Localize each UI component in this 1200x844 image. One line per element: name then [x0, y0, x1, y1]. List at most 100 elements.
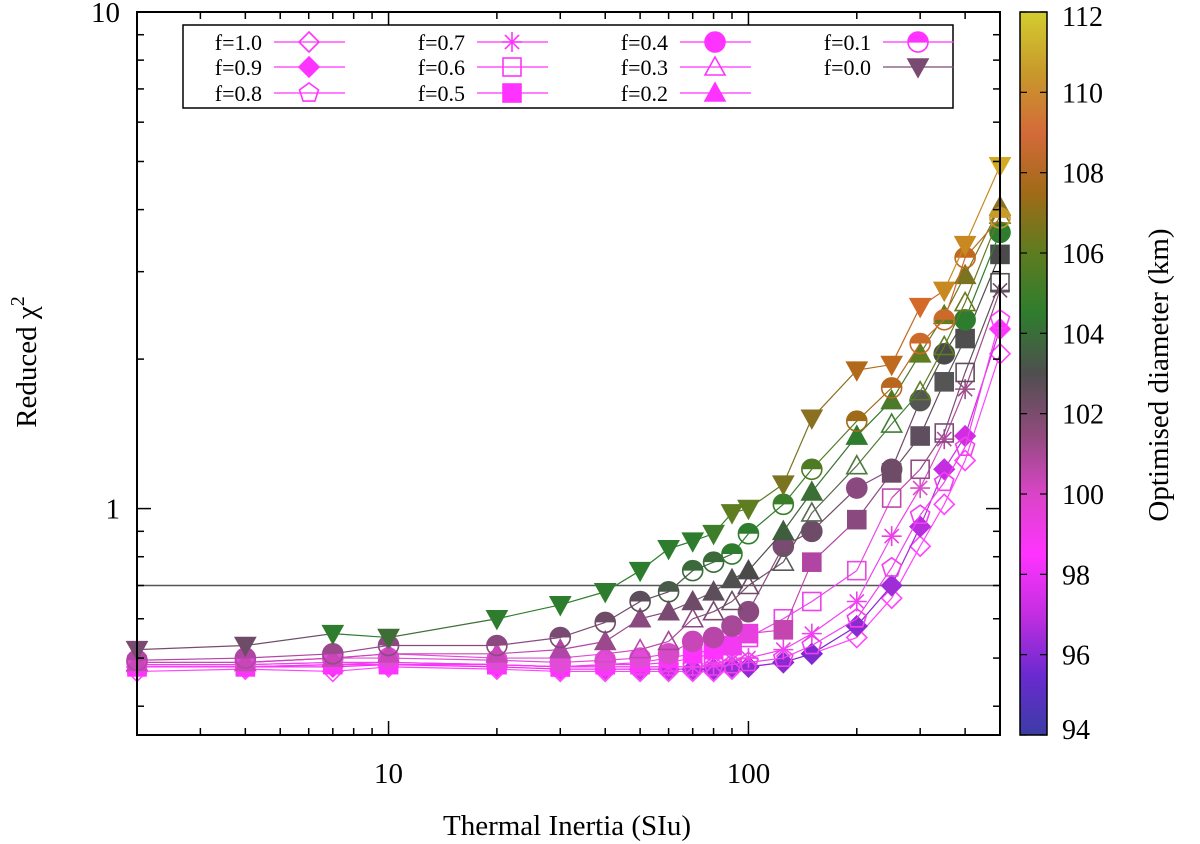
data-point [681, 532, 705, 553]
series-f-0-9 [125, 317, 1012, 681]
y-tick-label: 10 [91, 0, 120, 29]
half-fill [658, 581, 679, 592]
data-point [773, 620, 794, 640]
star-stroke [775, 641, 791, 658]
data-point [845, 626, 868, 649]
data-point [910, 426, 930, 446]
x-tick-label: 100 [727, 758, 771, 790]
series-line-segment [748, 561, 784, 587]
legend-label: f=0.7 [418, 30, 465, 55]
series-line-segment [747, 545, 784, 612]
data-point [846, 509, 867, 530]
data-point [486, 634, 508, 657]
legend-entry: f=0.6 [418, 55, 548, 80]
series-line-segment [245, 633, 333, 647]
colorbar-tick-label: 102 [1062, 400, 1104, 431]
half-outline [629, 590, 651, 613]
data-point [934, 423, 955, 443]
legend-marker [502, 57, 522, 77]
legend-entry: f=0.0 [824, 55, 954, 80]
data-point [933, 471, 955, 492]
half-outline [933, 308, 956, 331]
data-point [953, 235, 977, 257]
data-point [845, 424, 869, 445]
data-point [628, 607, 652, 628]
legend-label: f=0.6 [418, 55, 465, 80]
half-fill [550, 627, 571, 638]
x-axis-label: Thermal Inertia (SIu) [443, 810, 691, 842]
series-line-segment [891, 468, 921, 499]
series-line-segment [136, 644, 246, 651]
data-point [880, 587, 903, 610]
legend-label: f=0.0 [824, 55, 871, 80]
series-line-segment [891, 487, 921, 537]
data-point [953, 290, 977, 312]
half-outline [907, 31, 929, 53]
series-line-segment [856, 423, 893, 467]
series-line-segment [783, 644, 813, 659]
series-line-segment [692, 611, 714, 620]
colorbar-tick-label: 94 [1062, 715, 1090, 746]
legend-entry: f=0.9 [215, 55, 345, 80]
legend-marker [906, 58, 930, 79]
series-line-segment [782, 418, 813, 485]
data-point [657, 643, 680, 665]
series-line-segment [964, 206, 1001, 276]
legend-entry: f=0.8 [215, 81, 345, 106]
legend-entry: f=0.3 [621, 55, 751, 80]
data-point [908, 379, 932, 401]
data-point [548, 596, 572, 617]
data-point [845, 454, 869, 475]
half-fill [682, 560, 703, 571]
data-point [657, 539, 680, 561]
legend-marker [502, 83, 522, 103]
data-point [721, 615, 743, 637]
data-point [909, 535, 932, 558]
data-point [845, 361, 869, 382]
data-point [629, 590, 651, 613]
series-f-0-0 [125, 157, 1012, 662]
data-point [801, 458, 823, 481]
data-point [593, 629, 617, 651]
data-point [720, 567, 744, 589]
legend-marker [703, 81, 727, 102]
series-line-segment [811, 420, 858, 470]
data-point [628, 637, 652, 659]
half-fill [721, 544, 742, 555]
svg-text:Reduced χ2: Reduced χ2 [7, 296, 43, 428]
data-point [773, 639, 794, 660]
half-outline [486, 634, 508, 657]
data-point [880, 377, 903, 399]
data-point [722, 635, 742, 656]
half-fill [595, 612, 616, 623]
series-f-0-7 [127, 280, 1010, 677]
data-point [702, 626, 725, 649]
legend-entry: f=1.0 [215, 30, 345, 55]
data-point [846, 607, 868, 628]
half-outline [801, 458, 823, 481]
legend-marker [297, 55, 321, 79]
legend-label: f=0.9 [215, 55, 262, 80]
half-fill [801, 459, 822, 470]
plot-frame [136, 11, 1001, 736]
series-line-segment [388, 657, 497, 661]
series-line-segment [919, 481, 945, 516]
star-stroke [724, 652, 740, 668]
series-line-segment [245, 661, 333, 666]
colorbar: 94 96 98 100 102 104 106 108 110 112 [1019, 2, 1104, 746]
data-point [880, 388, 904, 410]
series-line-segment [245, 657, 333, 664]
data-point [802, 552, 822, 572]
star-stroke [957, 381, 973, 397]
colorbar-tick-label: 110 [1062, 78, 1103, 109]
series-line-segment [964, 214, 1001, 303]
series-line-segment [891, 391, 921, 425]
data-point [377, 642, 400, 663]
series-line-segment [388, 653, 497, 659]
data-point [954, 308, 976, 331]
data-point [233, 636, 257, 658]
half-fill [703, 552, 724, 563]
series-line-segment [782, 561, 813, 631]
data-point [955, 362, 975, 383]
data-point [702, 600, 725, 621]
